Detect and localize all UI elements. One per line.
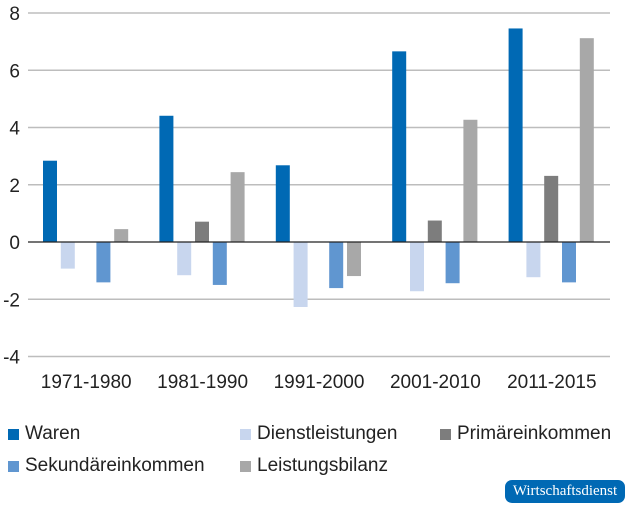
y-tick-label: 6 <box>9 61 20 82</box>
x-tick-label: 2001-2010 <box>390 372 481 393</box>
legend-label: Leistungsbilanz <box>257 455 388 476</box>
legend-swatch <box>8 428 19 440</box>
y-tick-label: 2 <box>9 176 20 197</box>
legend-item-primaereinkommen: Primäreinkommen <box>440 423 611 445</box>
x-tick-label: 1971-1980 <box>41 372 132 393</box>
x-tick-label: 2011-2015 <box>507 372 596 393</box>
bar-sekundäreinkommen <box>329 242 344 289</box>
bar-dienstleistungen <box>60 242 75 269</box>
bar-waren <box>275 165 290 242</box>
bar-leistungsbilanz <box>463 119 478 242</box>
bar-leistungsbilanz <box>579 38 594 242</box>
bar-leistungsbilanz <box>230 172 245 242</box>
bar-dienstleistungen <box>526 242 541 278</box>
x-tick-label: 1991-2000 <box>274 372 365 393</box>
wirtschaftsdienst-logo: Wirtschaftsdienst <box>505 480 625 503</box>
legend-item-sekundaereinkommen: Sekundäreinkommen <box>8 455 205 477</box>
legend-item-leistungsbilanz: Leistungsbilanz <box>240 455 388 477</box>
bar-primäreinkommen <box>427 220 442 242</box>
bar-leistungsbilanz <box>347 242 361 277</box>
y-tick-label: -2 <box>3 290 20 311</box>
y-tick-label: 4 <box>9 119 20 140</box>
legend-swatch <box>440 428 451 440</box>
legend-item-dienstleistungen: Dienstleistungen <box>240 423 397 445</box>
y-tick-label: 8 <box>9 4 20 25</box>
bar-waren <box>43 160 57 242</box>
legend-label: Primäreinkommen <box>457 423 612 444</box>
bar-waren <box>392 51 407 242</box>
legend-label: Waren <box>25 423 81 444</box>
legend-label: Sekundäreinkommen <box>25 455 205 476</box>
bar-primäreinkommen <box>544 175 559 242</box>
legend-item-waren: Waren <box>8 423 80 445</box>
y-tick-label: 0 <box>9 233 20 254</box>
bar-waren <box>159 115 174 242</box>
bar-leistungsbilanz <box>114 229 129 242</box>
legend-label: Dienstleistungen <box>257 423 398 444</box>
bar-sekundäreinkommen <box>562 242 576 283</box>
bar-dienstleistungen <box>293 242 308 307</box>
bar-sekundäreinkommen <box>445 242 460 284</box>
legend-swatch <box>240 428 251 440</box>
legend-swatch <box>8 460 19 472</box>
bar-dienstleistungen <box>177 242 192 276</box>
bar-primäreinkommen <box>195 221 209 242</box>
legend-swatch <box>240 460 251 472</box>
bar-sekundäreinkommen <box>96 242 111 283</box>
y-tick-label: -4 <box>3 348 20 369</box>
bar-sekundäreinkommen <box>212 242 227 285</box>
bar-waren <box>508 28 523 242</box>
bar-dienstleistungen <box>410 242 424 292</box>
x-tick-label: 1981-1990 <box>157 372 248 393</box>
bar-chart: -4 -2 0 2 4 6 8 1971-1980 1981-1990 1991-2000 2001… <box>3 4 610 393</box>
